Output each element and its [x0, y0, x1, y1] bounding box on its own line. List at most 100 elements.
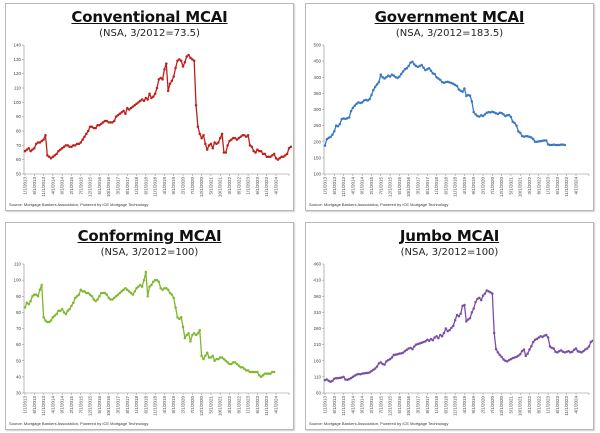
- data-point: [90, 125, 94, 128]
- data-point: [200, 354, 203, 358]
- data-point: [176, 59, 179, 63]
- data-point: [252, 149, 255, 153]
- y-tick-label: 110: [14, 262, 22, 267]
- data-point: [254, 151, 257, 154]
- x-tick-label: 8/1/2022: [236, 177, 241, 195]
- data-point: [336, 376, 340, 380]
- data-point: [531, 137, 535, 141]
- data-point: [256, 148, 259, 151]
- data-point: [129, 106, 133, 110]
- x-tick-label: 8/1/2022: [536, 396, 541, 414]
- data-point: [170, 293, 174, 296]
- data-point: [44, 134, 47, 137]
- data-point: [196, 125, 200, 128]
- x-tick-label: 12/1/2015: [88, 177, 93, 198]
- x-tick-label: 4/1/2014: [50, 396, 55, 414]
- y-tick-label: 310: [313, 310, 321, 315]
- data-point: [73, 144, 77, 147]
- data-point: [457, 315, 461, 318]
- data-point: [452, 82, 455, 85]
- chart-source: Source: Mortgage Bankers Association, Po…: [9, 421, 149, 426]
- data-point: [59, 309, 62, 313]
- data-point: [98, 124, 101, 127]
- data-point: [498, 111, 502, 114]
- data-point: [558, 143, 561, 147]
- data-point: [42, 138, 45, 141]
- conforming-mcai-chart: Conforming MCAI (NSA, 3/2012=100) 30 40 50…: [5, 222, 294, 430]
- x-tick-label: 11/1/2018: [453, 177, 458, 197]
- x-tick-label: 1/1/2013: [323, 396, 328, 414]
- government-mcai-chart: Government MCAI (NSA, 3/2012=183.5) 100 1…: [305, 3, 594, 211]
- data-point: [481, 294, 485, 297]
- x-tick-label: 2/1/2020: [481, 177, 486, 195]
- data-point: [259, 149, 263, 153]
- y-tick-label: 200: [313, 139, 321, 144]
- data-point: [103, 291, 107, 295]
- x-tick-label: 12/1/2020: [499, 396, 504, 417]
- x-tick-label: 3/1/2017: [115, 177, 120, 195]
- data-point: [265, 372, 268, 375]
- data-point: [178, 317, 181, 321]
- data-point: [124, 112, 127, 116]
- x-tick-label: 1/1/2018: [434, 177, 439, 195]
- data-point: [133, 290, 136, 293]
- data-point: [483, 113, 487, 116]
- government-plot: 100 150 200 250 300 350 400 450 500 1/1/2013 6/1/2…: [313, 43, 590, 197]
- data-point: [289, 145, 293, 149]
- data-point: [403, 67, 407, 71]
- x-tick-label: 5/1/2021: [508, 396, 513, 414]
- data-point: [60, 307, 64, 311]
- data-point: [390, 356, 394, 359]
- data-point: [325, 378, 329, 381]
- x-tick-label: 1/1/2023: [246, 177, 251, 195]
- data-point: [250, 370, 254, 374]
- data-point: [96, 124, 99, 127]
- data-point: [344, 378, 347, 381]
- data-point: [373, 85, 377, 89]
- y-tick-label: 250: [313, 123, 321, 128]
- data-point: [116, 113, 120, 117]
- data-point: [470, 100, 474, 103]
- data-point: [135, 286, 138, 290]
- data-point: [239, 135, 242, 138]
- data-point: [42, 315, 45, 319]
- data-point: [591, 339, 593, 342]
- y-tick-label: 140: [13, 43, 21, 48]
- data-point: [86, 129, 90, 133]
- data-point: [491, 292, 494, 295]
- data-point: [535, 140, 539, 143]
- data-point: [235, 362, 239, 366]
- x-tick-label: 3/1/2017: [115, 396, 120, 414]
- y-tick-label: 410: [313, 278, 321, 283]
- data-point: [548, 143, 552, 147]
- data-point: [228, 362, 231, 366]
- data-point: [246, 134, 250, 137]
- data-point: [429, 69, 433, 73]
- data-point: [243, 367, 246, 371]
- data-point: [338, 122, 342, 126]
- data-point: [243, 134, 246, 137]
- chart-title: Jumbo MCAI: [399, 227, 500, 245]
- data-point: [411, 347, 414, 351]
- data-point: [481, 114, 485, 118]
- x-tick-label: 12/1/2020: [199, 177, 204, 198]
- data-point: [239, 365, 242, 369]
- data-point: [174, 306, 177, 309]
- data-point: [114, 115, 118, 118]
- data-point: [426, 338, 429, 342]
- data-point: [202, 357, 205, 361]
- data-point: [276, 158, 280, 161]
- data-point: [572, 348, 576, 352]
- data-point: [552, 347, 555, 350]
- data-point: [96, 298, 99, 301]
- data-point: [235, 138, 239, 141]
- data-point: [31, 148, 34, 151]
- x-tick-label: 5/1/2016: [97, 396, 102, 414]
- x-tick-label: 6/1/2018: [443, 177, 448, 195]
- data-point: [265, 155, 268, 159]
- y-tick-label: 460: [313, 262, 321, 267]
- y-tick-label: 90: [16, 114, 22, 119]
- data-point: [146, 295, 149, 298]
- x-tick-label: 4/1/2024: [273, 177, 278, 195]
- data-point: [53, 314, 56, 317]
